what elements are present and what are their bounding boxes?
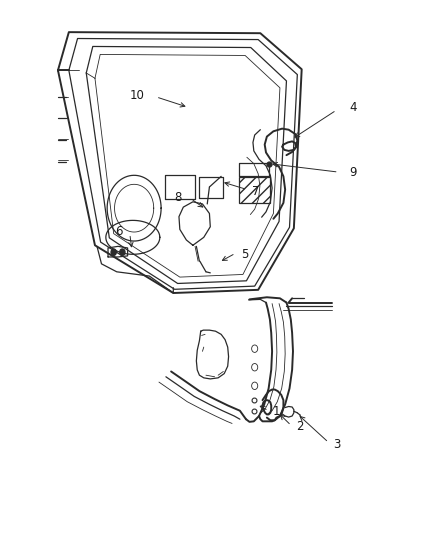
Circle shape [120, 249, 125, 255]
Text: 9: 9 [350, 166, 357, 179]
Text: 3: 3 [333, 438, 340, 450]
Text: 5: 5 [241, 248, 248, 261]
Text: 6: 6 [115, 225, 122, 238]
Circle shape [111, 249, 116, 255]
Text: 4: 4 [350, 101, 357, 114]
Bar [239, 177, 270, 203]
Text: 7: 7 [252, 185, 259, 198]
Text: 1: 1 [273, 405, 280, 418]
Text: 8: 8 [175, 191, 182, 204]
Text: 2: 2 [297, 420, 304, 433]
Text: 10: 10 [130, 88, 145, 102]
